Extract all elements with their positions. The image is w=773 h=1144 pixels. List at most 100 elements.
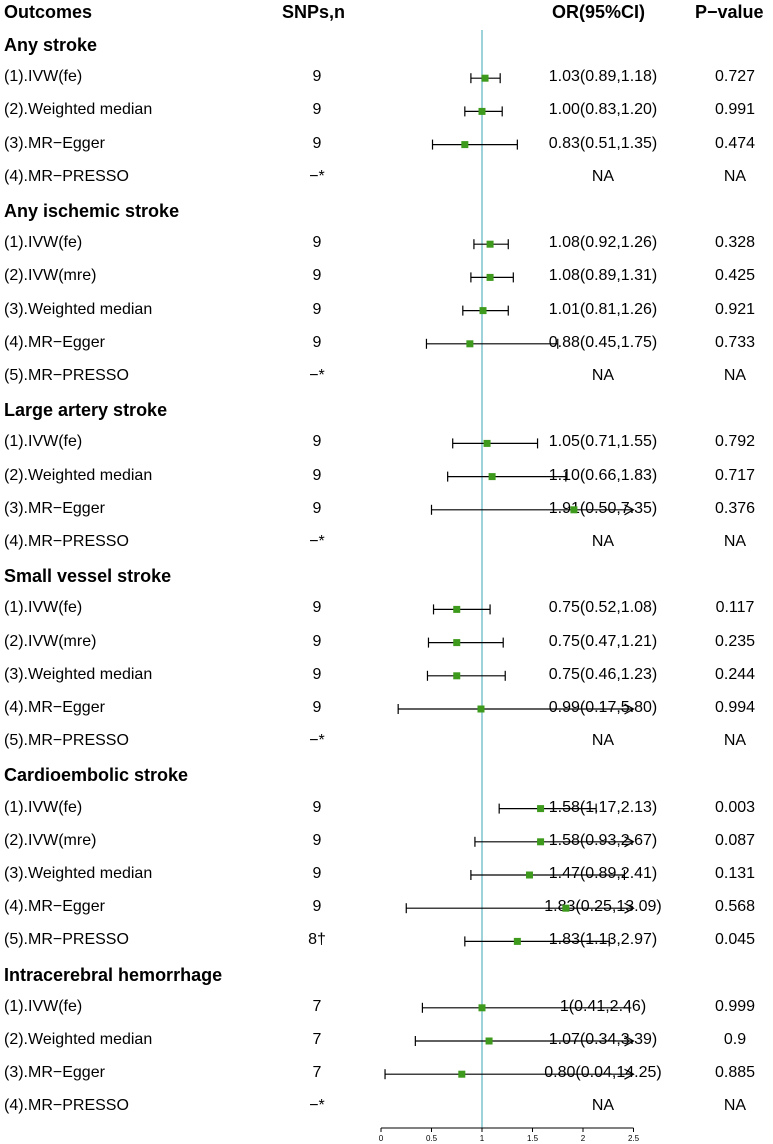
- or-ci-text: 0.80(0.04,14.25): [544, 1064, 662, 1082]
- method-label: (1).IVW(fe): [4, 997, 83, 1015]
- p-value: 0.425: [714, 267, 756, 285]
- or-ci-text: 1.58(1.17,2.13): [548, 798, 658, 816]
- snps-count: 9: [312, 300, 322, 318]
- method-label: (3).MR−Egger: [4, 134, 105, 152]
- or-ci-text: 1.08(0.89,1.31): [548, 267, 658, 285]
- method-label: (5).MR−PRESSO: [4, 931, 129, 949]
- method-label: (3).Weighted median: [4, 665, 153, 683]
- method-label: (1).IVW(fe): [4, 798, 83, 816]
- snps-count: 9: [312, 466, 322, 484]
- or-ci-text: NA: [591, 1097, 615, 1115]
- x-tick-label: 0: [379, 1134, 384, 1143]
- method-label: (2).Weighted median: [4, 101, 153, 119]
- method-label: (4).MR−PRESSO: [4, 1097, 129, 1115]
- p-value: NA: [723, 533, 747, 550]
- method-label: (4).MR−PRESSO: [4, 167, 129, 185]
- snps-count: 9: [312, 898, 322, 916]
- p-value: NA: [723, 167, 747, 185]
- or-ci-text: 1(0.41,2.46): [559, 997, 647, 1015]
- method-label: (2).IVW(mre): [4, 632, 97, 650]
- x-tick-label: 1: [480, 1134, 485, 1143]
- p-value: 0.328: [714, 234, 756, 252]
- point-estimate: [479, 307, 487, 315]
- snps-count: 9: [312, 798, 322, 816]
- p-value: 0.376: [714, 499, 756, 517]
- snps-count: −*: [309, 367, 325, 384]
- point-estimate: [537, 805, 545, 813]
- method-label: (5).MR−PRESSO: [4, 367, 129, 384]
- p-value: 0.474: [714, 134, 756, 152]
- p-value: NA: [723, 732, 747, 750]
- or-ci-text: 0.75(0.47,1.21): [548, 632, 658, 650]
- method-label: (4).MR−Egger: [4, 333, 105, 351]
- or-ci-text: NA: [591, 367, 615, 384]
- or-ci-text: 1.08(0.92,1.26): [548, 234, 658, 252]
- group-title: Any stroke: [4, 35, 98, 55]
- or-ci-text: 1.03(0.89,1.18): [548, 68, 658, 86]
- x-tick-label: 0.5: [426, 1134, 438, 1143]
- p-value: 0.994: [714, 699, 756, 716]
- method-label: (1).IVW(fe): [4, 599, 83, 617]
- point-estimate: [485, 1037, 493, 1045]
- or-ci-text: 1.83(1.13,2.97): [548, 931, 658, 949]
- method-label: (5).MR−PRESSO: [4, 732, 129, 750]
- p-value: NA: [723, 367, 747, 384]
- header-or: OR(95%CI): [552, 2, 646, 22]
- p-value: 0.991: [714, 101, 756, 119]
- snps-count: 9: [312, 599, 322, 617]
- p-value: 0.117: [715, 599, 755, 617]
- snps-count: 9: [312, 234, 322, 252]
- snps-count: 7: [312, 1064, 322, 1082]
- point-estimate: [525, 871, 533, 879]
- or-ci-text: 0.75(0.52,1.08): [548, 599, 658, 617]
- p-value: 0.999: [714, 997, 756, 1015]
- snps-count: 9: [312, 134, 322, 152]
- snps-count: −*: [309, 167, 325, 185]
- p-value: 0.727: [714, 68, 756, 86]
- method-label: (1).IVW(fe): [4, 234, 83, 252]
- method-label: (2).Weighted median: [4, 466, 153, 484]
- point-estimate: [488, 473, 496, 481]
- p-value: 0.9: [723, 1031, 747, 1048]
- method-label: (3).MR−Egger: [4, 1064, 105, 1082]
- snps-count: 9: [312, 68, 322, 86]
- snps-count: −*: [309, 732, 325, 750]
- point-estimate: [453, 639, 461, 647]
- or-ci-text: 1.10(0.66,1.83): [548, 466, 658, 484]
- method-label: (2).IVW(mre): [4, 267, 97, 285]
- ci-arrow: [624, 1035, 635, 1047]
- ci-arrow: [624, 504, 635, 516]
- method-label: (3).Weighted median: [4, 300, 153, 318]
- snps-count: −*: [309, 533, 325, 550]
- or-ci-text: 1.47(0.89,2.41): [548, 865, 658, 882]
- point-estimate: [453, 605, 461, 613]
- point-estimate: [481, 74, 489, 82]
- or-ci-text: 0.88(0.45,1.75): [548, 333, 658, 351]
- group-title: Cardioembolic stroke: [4, 765, 189, 786]
- method-label: (1).IVW(fe): [4, 68, 83, 86]
- ci-arrow: [624, 836, 635, 848]
- snps-count: 9: [312, 831, 322, 849]
- group-title: Large artery stroke: [4, 400, 168, 421]
- or-ci-text: 0.99(0.17,5.80): [548, 699, 658, 716]
- method-label: (3).Weighted median: [4, 865, 153, 882]
- or-ci-text: NA: [591, 732, 615, 750]
- snps-count: 9: [312, 699, 322, 716]
- p-value: 0.003: [714, 798, 756, 816]
- method-label: (1).IVW(fe): [4, 433, 83, 451]
- or-ci-text: NA: [591, 167, 615, 185]
- point-estimate: [478, 107, 486, 115]
- point-estimate: [461, 141, 469, 149]
- point-estimate: [466, 340, 474, 348]
- method-label: (2).Weighted median: [4, 1031, 153, 1048]
- snps-count: 9: [312, 101, 322, 119]
- point-estimate: [478, 1004, 486, 1012]
- point-estimate: [483, 439, 491, 447]
- p-value: 0.568: [714, 898, 756, 916]
- snps-count: 7: [312, 997, 322, 1015]
- or-ci-text: 1.07(0.34,3.39): [548, 1031, 658, 1048]
- point-estimate: [570, 506, 578, 514]
- point-estimate: [486, 273, 494, 281]
- snps-count: 9: [312, 499, 322, 517]
- method-label: (2).IVW(mre): [4, 831, 97, 849]
